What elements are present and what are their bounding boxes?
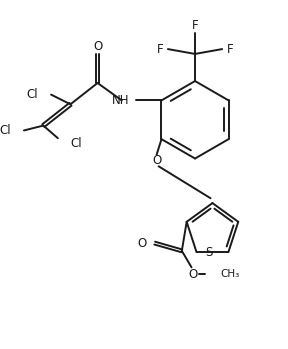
Text: CH₃: CH₃ <box>221 269 240 279</box>
Text: NH: NH <box>112 94 130 107</box>
Text: Cl: Cl <box>27 88 39 101</box>
Text: F: F <box>192 19 198 32</box>
Text: O: O <box>93 40 102 53</box>
Text: O: O <box>152 154 161 167</box>
Text: O: O <box>138 237 147 250</box>
Text: F: F <box>227 43 233 55</box>
Text: F: F <box>157 43 164 55</box>
Text: O: O <box>189 268 198 281</box>
Text: S: S <box>205 246 213 259</box>
Text: Cl: Cl <box>71 136 82 149</box>
Text: Cl: Cl <box>0 124 11 137</box>
